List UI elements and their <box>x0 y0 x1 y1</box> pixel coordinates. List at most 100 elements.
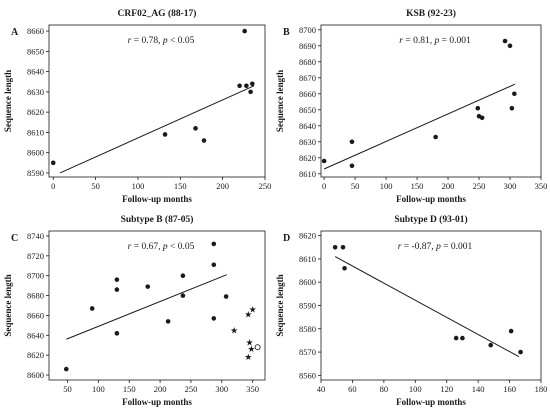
chart-title: CRF02_AG (88-17) <box>118 8 197 19</box>
x-axis-label: Follow-up months <box>122 194 192 204</box>
panel-c: C Subtype B (87-05) r = 0.67, p < 0.05 50 10… <box>3 214 266 407</box>
x-tick-label: 200 <box>154 384 167 394</box>
p-symbol: p <box>435 242 441 252</box>
panel-letter: D <box>283 233 290 244</box>
x-tick-label: 250 <box>473 181 486 191</box>
data-point <box>165 319 171 324</box>
r-symbol: r <box>399 36 403 46</box>
r-value: = 0.67, <box>131 242 162 252</box>
x-tick-label: 0 <box>322 181 326 191</box>
y-tick-label: 8620 <box>299 231 316 241</box>
chart-title: Subtype B (87-05) <box>121 214 194 225</box>
chart-title: KSB (92-23) <box>406 8 456 19</box>
correlation-annotation: r = 0.78, p < 0.05 <box>128 36 195 46</box>
p-symbol: p <box>162 36 168 46</box>
data-point <box>433 134 438 140</box>
x-tick-label: 300 <box>504 181 517 191</box>
x-tick-label: 100 <box>132 181 145 191</box>
y-tick-label: 8630 <box>27 87 44 97</box>
y-tick-label: 8620 <box>299 153 316 163</box>
y-tick-label: 8600 <box>299 277 316 287</box>
y-tick-label: 8600 <box>27 148 44 158</box>
star-marker: ★ <box>246 337 254 347</box>
correlation-annotation: r = -0.87, p = 0.001 <box>398 242 473 252</box>
data-point <box>237 83 242 89</box>
x-tick-label: 160 <box>503 384 516 394</box>
x-tick-label: 200 <box>442 181 455 191</box>
p-value: = 0.001 <box>441 242 473 252</box>
y-tick-label: 8640 <box>27 330 44 340</box>
x-tick-label: 40 <box>317 384 326 394</box>
star-marker: ★ <box>244 352 252 362</box>
y-tick-label: 8700 <box>299 25 316 35</box>
data-point <box>479 115 485 121</box>
r-value: = 0.78, <box>131 36 162 46</box>
data-point <box>50 160 56 166</box>
r-symbol: r <box>128 36 132 46</box>
x-tick-label: 50 <box>351 181 360 191</box>
r-value: = -0.87, <box>401 242 436 252</box>
data-point <box>332 244 338 250</box>
y-tick-label: 8660 <box>299 89 316 99</box>
data-point <box>460 335 465 341</box>
data-point <box>321 158 327 164</box>
data-point <box>242 28 247 34</box>
x-tick-label: 150 <box>123 384 136 394</box>
trend-line <box>59 85 255 174</box>
data-point <box>508 328 514 334</box>
p-symbol: p <box>162 242 168 252</box>
y-tick-label: 8660 <box>27 310 44 320</box>
x-tick-label: 140 <box>472 384 485 394</box>
star-marker: ★ <box>247 344 255 354</box>
star-marker: ★ <box>249 304 257 314</box>
data-point <box>248 89 253 95</box>
data-point <box>502 38 508 44</box>
correlation-annotation: r = 0.67, p < 0.05 <box>128 242 195 252</box>
x-tick-label: 50 <box>63 384 72 394</box>
x-tick-label: 100 <box>409 384 422 394</box>
p-value: < 0.05 <box>168 242 195 252</box>
data-point <box>180 273 186 279</box>
y-tick-label: 8640 <box>299 121 316 131</box>
y-tick-label: 8660 <box>27 26 44 36</box>
x-tick-label: 100 <box>92 384 105 394</box>
y-tick-label: 8570 <box>299 347 316 357</box>
data-point <box>475 105 481 111</box>
x-tick-label: 200 <box>216 181 229 191</box>
panel-letter: A <box>11 27 19 38</box>
y-tick-label: 8590 <box>27 168 44 178</box>
y-axis-label: Sequence length <box>275 70 285 132</box>
data-point <box>512 91 517 97</box>
data-point <box>211 241 217 247</box>
plot-frame <box>48 230 266 381</box>
y-tick-label: 8610 <box>299 254 316 264</box>
y-tick-label: 8560 <box>299 370 316 380</box>
trend-line <box>323 83 516 170</box>
y-tick-label: 8680 <box>27 291 44 301</box>
data-point <box>349 139 355 145</box>
x-axis-label: Follow-up months <box>396 194 466 204</box>
data-point <box>349 163 355 169</box>
panel-d: D Subtype D (93-01) r = -0.87, p = 0.001 40… <box>275 214 547 407</box>
y-tick-label: 8650 <box>299 105 316 115</box>
y-tick-label: 8670 <box>299 73 316 83</box>
data-point <box>201 138 207 143</box>
panel-letter: B <box>283 27 290 38</box>
y-tick-label: 8610 <box>299 169 316 179</box>
y-tick-label: 8690 <box>299 41 316 51</box>
y-tick-label: 8700 <box>27 271 44 281</box>
correlation-annotation: r = 0.81, p = 0.001 <box>399 36 471 46</box>
data-point <box>244 83 249 89</box>
y-tick-label: 8590 <box>299 301 316 311</box>
y-axis-label: Sequence length <box>3 70 13 132</box>
data-point <box>180 293 186 298</box>
data-point <box>518 349 523 355</box>
panel-letter: C <box>11 233 18 244</box>
y-tick-label: 8680 <box>299 57 316 67</box>
x-tick-label: 250 <box>259 181 272 191</box>
y-tick-label: 8720 <box>27 251 44 261</box>
x-tick-label: 50 <box>91 181 100 191</box>
data-point <box>193 126 198 131</box>
